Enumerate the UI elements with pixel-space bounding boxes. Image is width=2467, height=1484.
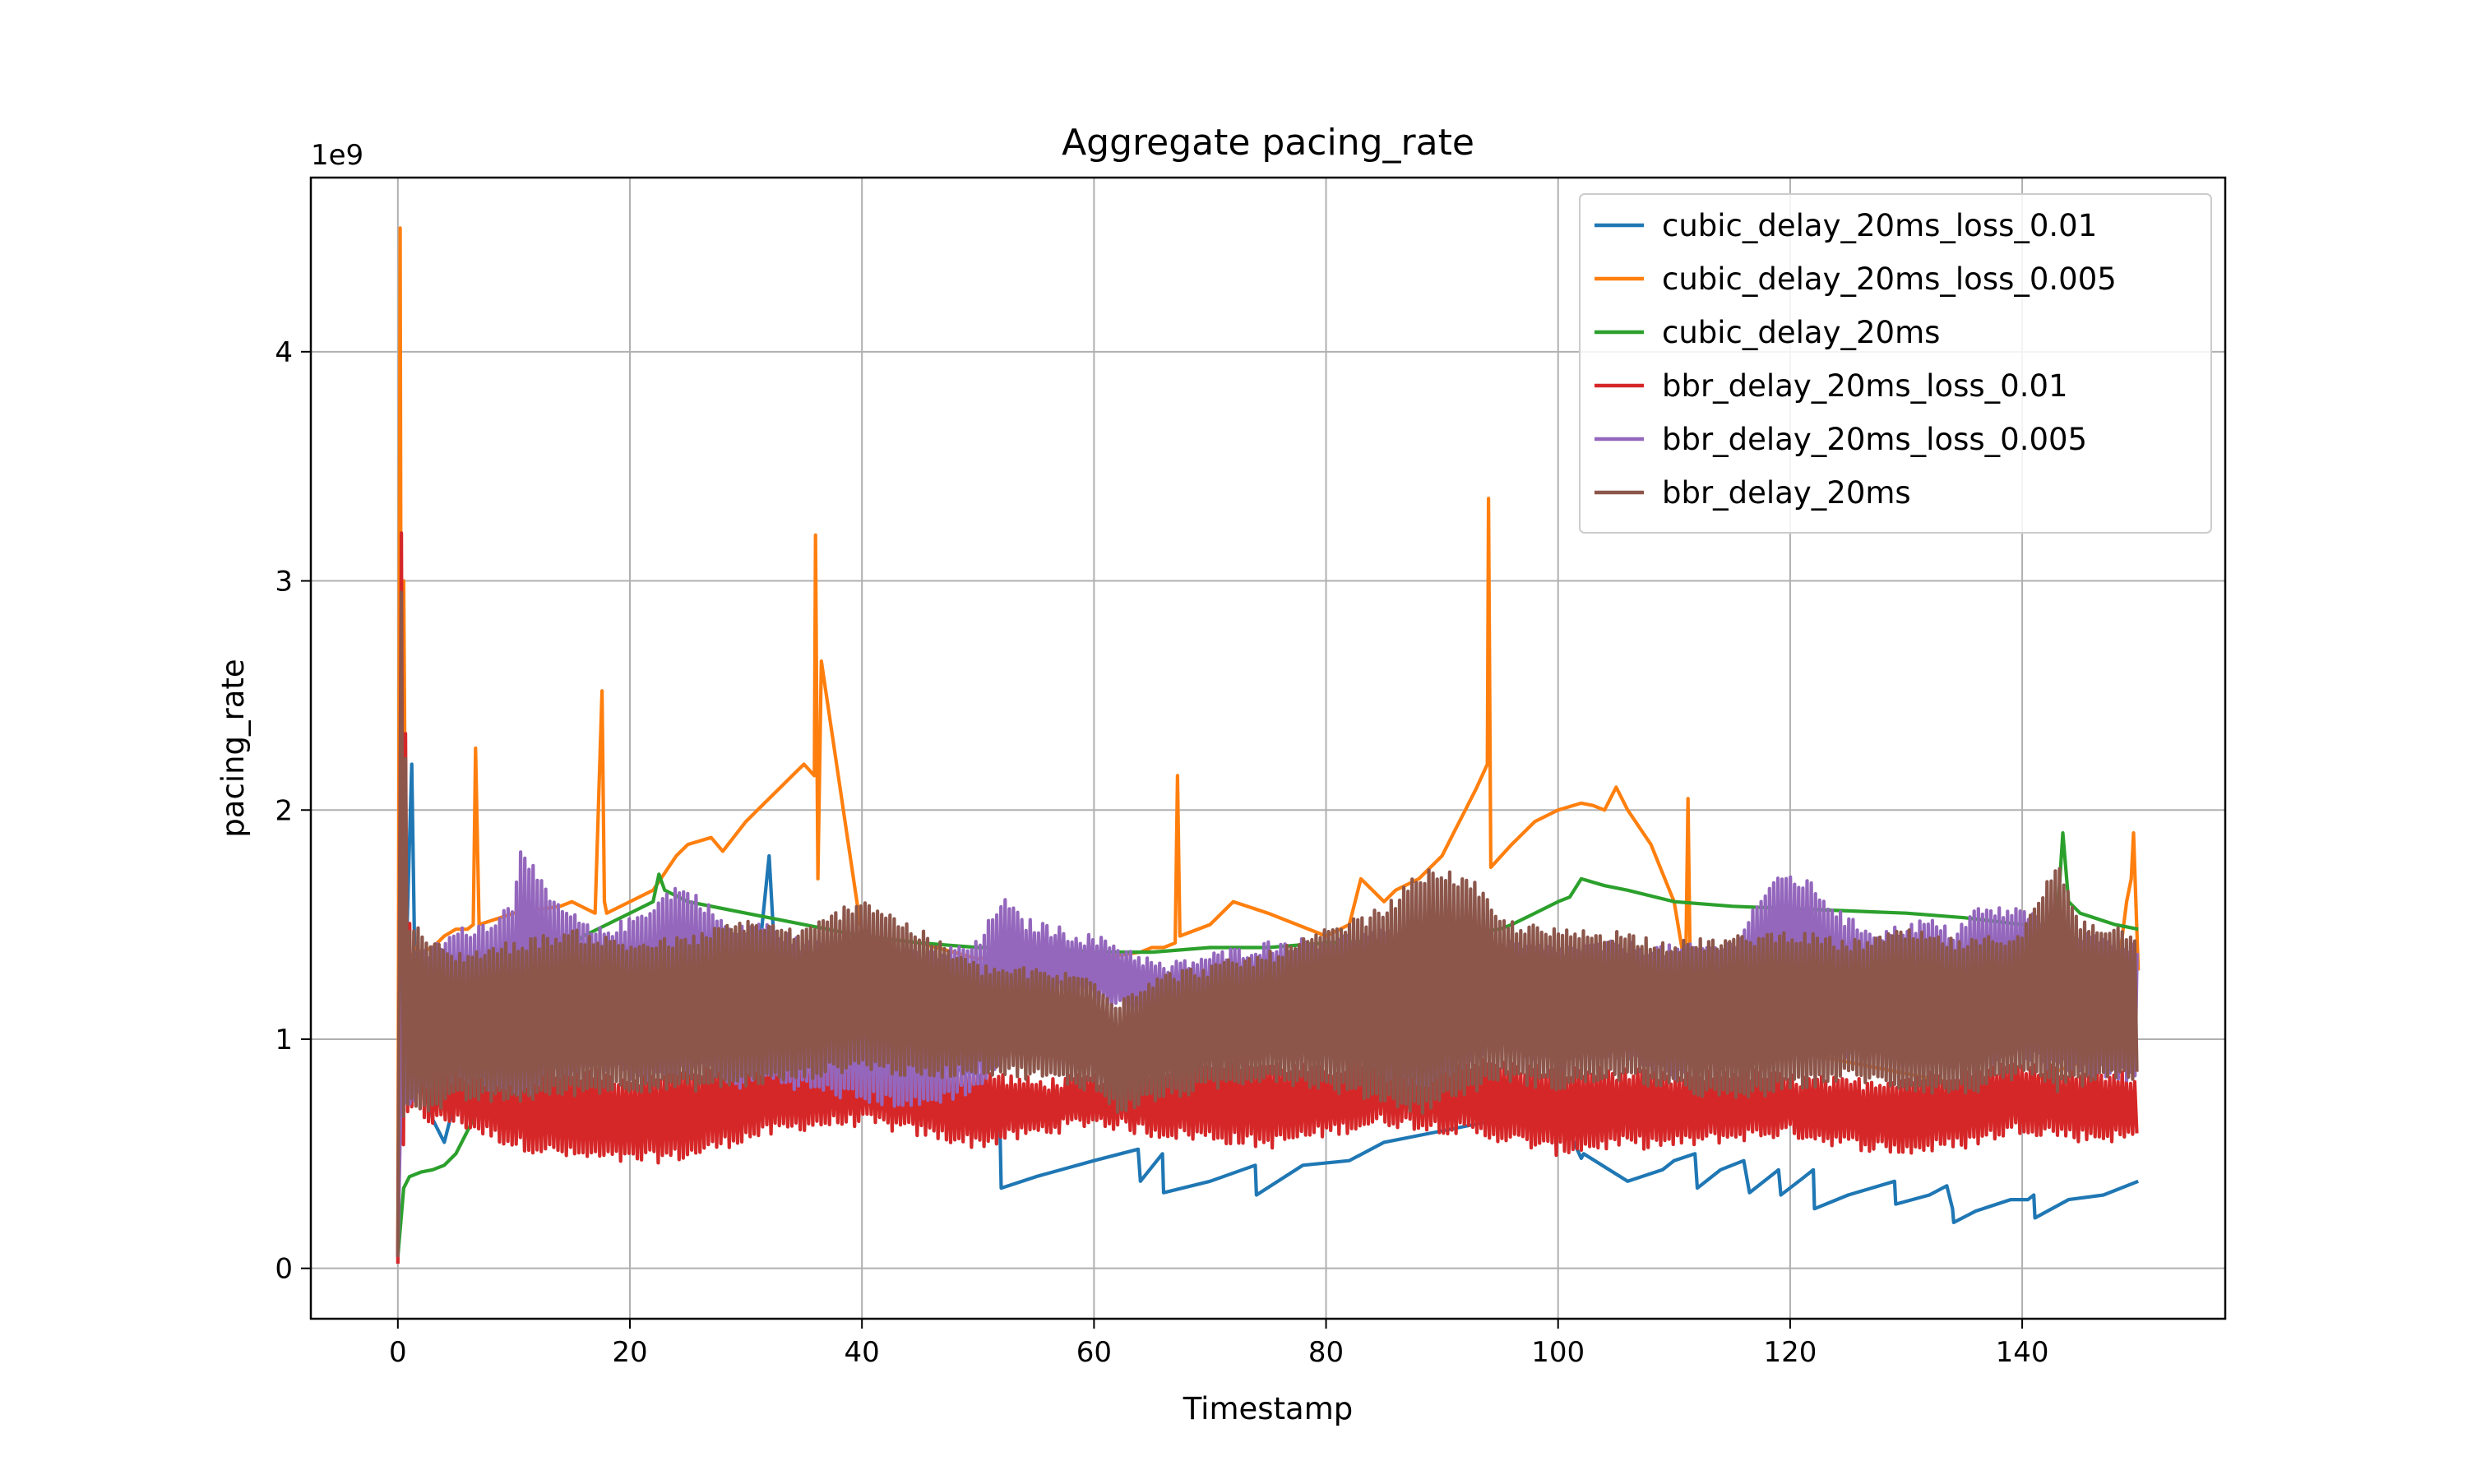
legend-label: cubic_delay_20ms bbox=[1662, 315, 1940, 350]
x-tick-label: 60 bbox=[1076, 1336, 1112, 1369]
legend-label: cubic_delay_20ms_loss_0.01 bbox=[1662, 208, 2097, 243]
x-axis-label: Timestamp bbox=[1183, 1391, 1354, 1426]
x-tick-label: 80 bbox=[1308, 1336, 1344, 1369]
legend-label: bbr_delay_20ms_loss_0.01 bbox=[1662, 368, 2068, 404]
legend: cubic_delay_20ms_loss_0.01 cubic_delay_20… bbox=[1579, 193, 2212, 534]
x-tick-label: 120 bbox=[1763, 1336, 1817, 1369]
legend-label: bbr_delay_20ms_loss_0.005 bbox=[1662, 422, 2087, 457]
x-tick-label: 100 bbox=[1531, 1336, 1585, 1369]
series-line-bbr-delay-20ms-loss-0-01 bbox=[396, 531, 2139, 1264]
axis-ticks: 0 20 40 60 80 100 120 140 0 1 2 3 4 bbox=[275, 336, 2048, 1369]
x-tick-label: 40 bbox=[845, 1336, 880, 1369]
plot-frame bbox=[309, 176, 2227, 1320]
series-line-bbr-delay-20ms bbox=[396, 590, 2139, 1257]
legend-box bbox=[1579, 193, 2212, 534]
y-tick-label: 3 bbox=[275, 566, 293, 599]
y-tick-label: 2 bbox=[275, 794, 293, 827]
y-tick-label: 0 bbox=[275, 1253, 293, 1286]
chart-title: Aggregate pacing_rate bbox=[1062, 122, 1474, 164]
x-tick-label: 20 bbox=[612, 1336, 647, 1369]
x-tick-label: 140 bbox=[1996, 1336, 2049, 1369]
legend-label: bbr_delay_20ms bbox=[1662, 475, 1911, 511]
legend-label: cubic_delay_20ms_loss_0.005 bbox=[1662, 261, 2117, 297]
y-tick-label: 4 bbox=[275, 336, 293, 369]
x-tick-label: 0 bbox=[389, 1336, 407, 1369]
y-axis-label: pacing_rate bbox=[215, 659, 251, 837]
y-tick-label: 1 bbox=[275, 1024, 293, 1056]
y-axis-offset-label: 1e9 bbox=[311, 139, 363, 172]
data-series bbox=[396, 226, 2141, 1264]
